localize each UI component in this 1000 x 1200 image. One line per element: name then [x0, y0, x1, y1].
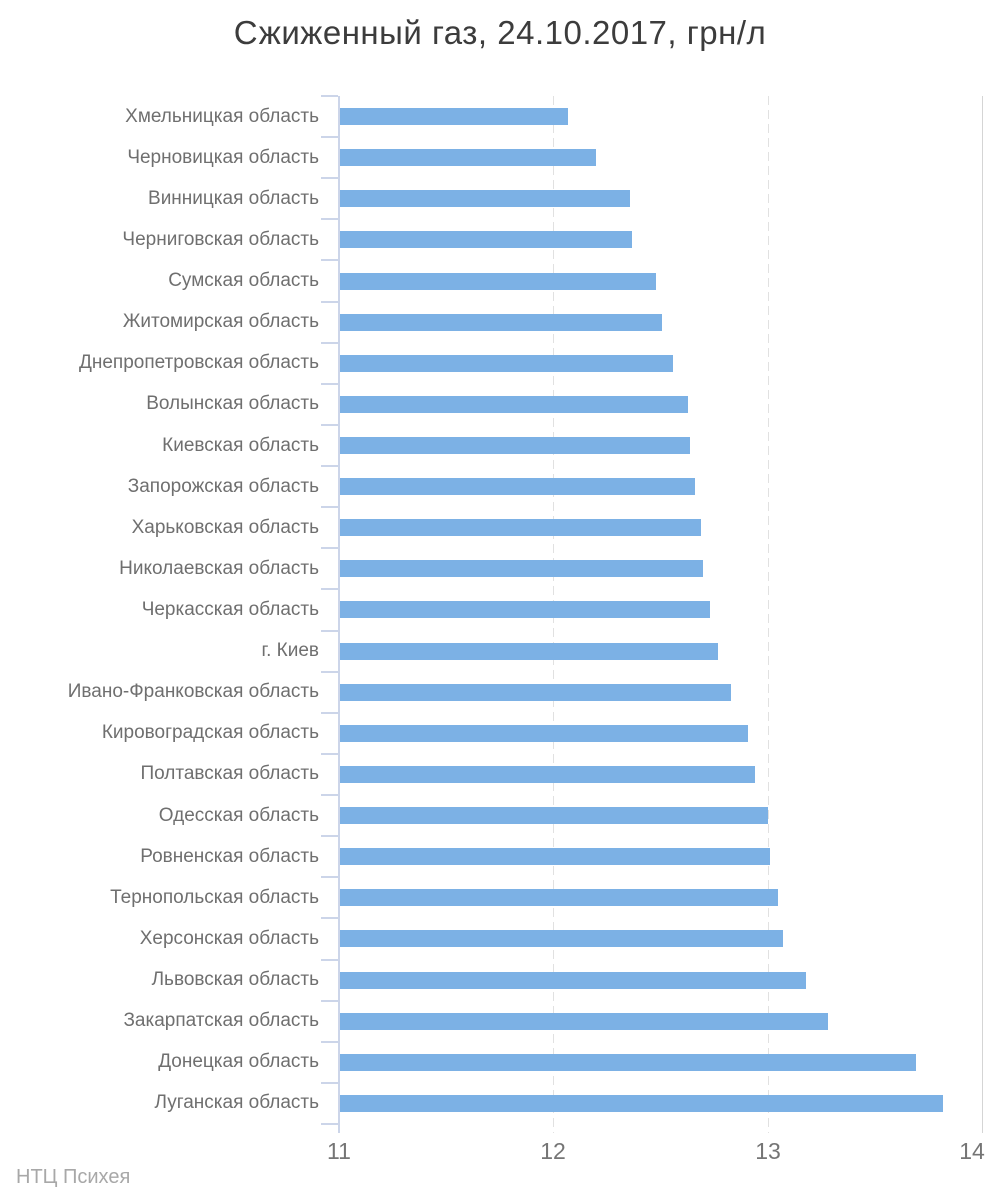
- category-label: Киевская область: [162, 435, 319, 456]
- category-label: Волынская область: [146, 393, 319, 414]
- category-label: Запорожская область: [127, 476, 319, 497]
- category-label: Донецкая область: [158, 1051, 319, 1072]
- bar: [340, 519, 701, 536]
- category-axis-tick: [320, 136, 338, 138]
- category-axis-tick: [320, 917, 338, 919]
- category-axis-tick: [320, 383, 338, 385]
- category-label: Тернопольская область: [110, 887, 319, 908]
- source-watermark: НТЦ Психея: [16, 1166, 131, 1188]
- category-label: Полтавская область: [140, 763, 319, 784]
- chart-title: Сжиженный газ, 24.10.2017, грн/л: [233, 14, 767, 51]
- category-label: Одесская область: [158, 805, 319, 826]
- category-label: г. Киев: [261, 640, 319, 661]
- category-axis-tick: [320, 876, 338, 878]
- x-tick-label: 12: [540, 1138, 566, 1164]
- category-axis-tick: [320, 177, 338, 179]
- category-label: Ровненская область: [140, 846, 319, 867]
- category-label: Херсонская область: [139, 928, 319, 949]
- category-axis-tick: [320, 465, 338, 467]
- category-axis-tick: [320, 671, 338, 673]
- bar: [340, 766, 755, 783]
- bar: [340, 930, 783, 947]
- bar: [340, 149, 596, 166]
- category-axis-tick: [320, 712, 338, 714]
- category-label: Закарпатская область: [123, 1010, 319, 1031]
- bar: [340, 684, 731, 701]
- category-label: Черниговская область: [122, 229, 319, 250]
- bar: [340, 560, 703, 577]
- category-axis-tick: [320, 753, 338, 755]
- category-axis-tick: [320, 506, 338, 508]
- bar: [340, 725, 748, 742]
- category-axis-line: [337, 96, 340, 1133]
- category-axis-tick: [320, 835, 338, 837]
- category-label: Луганская область: [154, 1092, 319, 1113]
- category-label: Кировоградская область: [101, 722, 319, 743]
- bar: [340, 314, 662, 331]
- category-label: Сумская область: [168, 270, 319, 291]
- category-axis-tick: [320, 1082, 338, 1084]
- category-label: Житомирская область: [122, 311, 319, 332]
- category-axis-tick: [320, 588, 338, 590]
- bar: [340, 273, 656, 290]
- category-axis-tick: [320, 1123, 338, 1125]
- bar: [340, 643, 718, 660]
- x-gridline: [768, 96, 769, 1133]
- bar: [340, 1095, 943, 1112]
- category-axis-tick: [320, 794, 338, 796]
- category-axis-tick: [320, 424, 338, 426]
- category-axis-tick: [320, 259, 338, 261]
- category-axis-tick: [320, 1041, 338, 1043]
- bar: [340, 889, 778, 906]
- bar: [340, 1013, 828, 1030]
- bar: [340, 601, 710, 618]
- category-label: Львовская область: [151, 969, 319, 990]
- bar: [340, 437, 690, 454]
- bar: [340, 972, 806, 989]
- bar: [340, 1054, 916, 1071]
- category-label: Черкасская область: [141, 599, 319, 620]
- category-axis-tick: [320, 301, 338, 303]
- category-label: Днепропетровская область: [78, 352, 319, 373]
- x-tick-label: 13: [755, 1138, 781, 1164]
- category-axis-tick: [320, 95, 338, 97]
- category-axis-tick: [320, 547, 338, 549]
- bar: [340, 231, 632, 248]
- category-label: Харьковская область: [131, 517, 319, 538]
- bar: [340, 807, 768, 824]
- category-label: Ивано-Франковская область: [67, 681, 319, 702]
- category-axis-tick: [320, 342, 338, 344]
- bar: [340, 108, 568, 125]
- category-label: Николаевская область: [119, 558, 319, 579]
- category-axis-tick: [320, 1000, 338, 1002]
- bar: [340, 478, 695, 495]
- category-label: Хмельницкая область: [125, 106, 319, 127]
- bar: [340, 848, 770, 865]
- category-axis-tick: [320, 218, 338, 220]
- x-tick-label: 11: [327, 1138, 351, 1164]
- bar: [340, 355, 673, 372]
- plot-right-border: [982, 96, 983, 1133]
- category-label: Винницкая область: [148, 188, 319, 209]
- bar: [340, 396, 688, 413]
- category-axis-tick: [320, 630, 338, 632]
- category-axis-tick: [320, 959, 338, 961]
- bar: [340, 190, 630, 207]
- x-tick-label: 14: [959, 1138, 985, 1164]
- category-label: Черновицкая область: [127, 147, 319, 168]
